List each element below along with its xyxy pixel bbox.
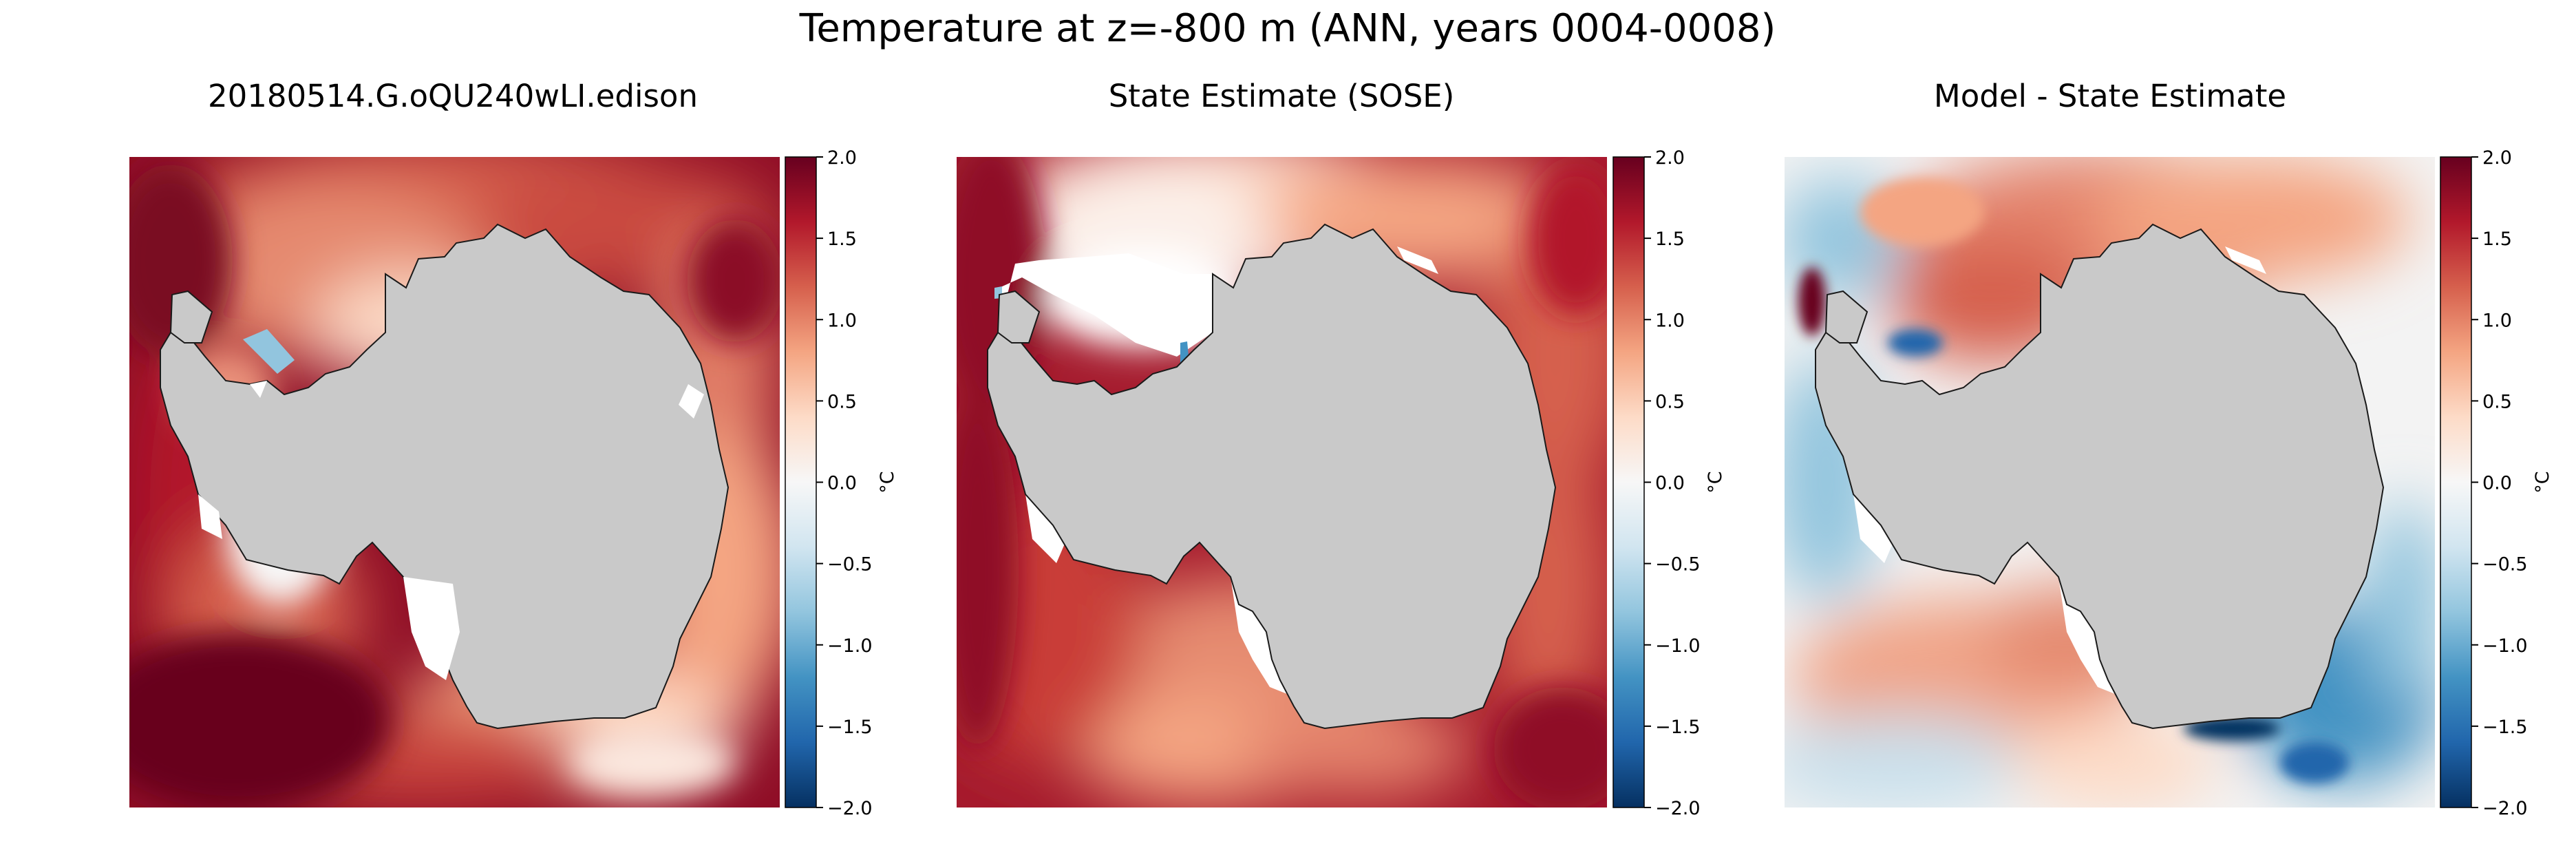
colorbar-tick-label: −1.5 <box>2482 717 2528 738</box>
figure-suptitle: Temperature at z=-800 m (ANN, years 0004… <box>799 6 1776 51</box>
colorbar-tick-label: 0.5 <box>827 391 857 412</box>
map-panel <box>1785 157 2435 807</box>
colorbar-tick-label: 1.5 <box>827 229 857 250</box>
colorbar-tick-label: −0.5 <box>1655 554 1701 576</box>
colorbar-tick-label: 0.5 <box>1655 391 1685 412</box>
colorbar-tick-label: 1.0 <box>1655 310 1685 331</box>
colorbar <box>785 156 817 808</box>
colorbar-tick-label: 2.0 <box>827 147 857 169</box>
colorbar-tick-label: 1.5 <box>2482 229 2512 250</box>
colorbar-tick-label: 1.0 <box>827 310 857 331</box>
panel-difference: Model - State Estimate <box>1785 78 2435 807</box>
colorbar-tick-label: −1.0 <box>1655 635 1701 657</box>
peninsula-land <box>997 290 1041 344</box>
colorbar-tick-label: 0.5 <box>2482 391 2512 412</box>
peninsula-land <box>169 290 213 344</box>
peninsula-land <box>1824 290 1869 344</box>
colorbar-tick-label: −1.0 <box>827 635 873 657</box>
antarctica-land <box>987 223 1557 730</box>
antarctica-land <box>1815 223 2385 730</box>
colorbar-tick-label: 0.0 <box>827 473 857 494</box>
colorbar-tick-label: 1.5 <box>1655 229 1685 250</box>
panel-title: Model - State Estimate <box>1934 78 2286 114</box>
map-panel <box>957 157 1607 807</box>
colorbar-tick-label: −1.0 <box>2482 635 2528 657</box>
colorbar <box>2440 156 2472 808</box>
colorbar <box>1612 156 1645 808</box>
colorbar-tick-label: −2.0 <box>827 798 873 819</box>
colorbar-tick-label: −0.5 <box>827 554 873 576</box>
map-panel <box>129 157 780 807</box>
colorbar-tick-label: −1.5 <box>1655 717 1701 738</box>
colorbar-ticks: 2.0 1.5 1.0 0.5 0.0 −0.5 −1.0 −1.5 −2.0 °C 2.0 1.5 1… <box>816 147 2553 819</box>
colorbar-tick-label: 0.0 <box>1655 473 1685 494</box>
colorbar-tick-label: 2.0 <box>2482 147 2512 169</box>
colorbar-tick-label: −2.0 <box>1655 798 1701 819</box>
colorbar-tick-label: −1.5 <box>827 717 873 738</box>
panel-title: 20180514.G.oQU240wLI.edison <box>208 78 698 114</box>
colorbar-tick-label: 1.0 <box>2482 310 2512 331</box>
panel-title: State Estimate (SOSE) <box>1109 78 1455 114</box>
colorbar-unit-label: °C <box>877 471 898 493</box>
panel-model: 20180514.G.oQU240wLI.edison <box>129 78 780 807</box>
colorbar-unit-label: °C <box>1705 471 1726 493</box>
colorbar-tick-label: −0.5 <box>2482 554 2528 576</box>
colorbar-tick-label: 2.0 <box>1655 147 1685 169</box>
colorbar-tick-label: 0.0 <box>2482 473 2512 494</box>
colorbar-tick-label: −2.0 <box>2482 798 2528 819</box>
colorbar-unit-label: °C <box>2532 471 2553 493</box>
panel-sose: State Estimate (SOSE) <box>957 78 1607 807</box>
